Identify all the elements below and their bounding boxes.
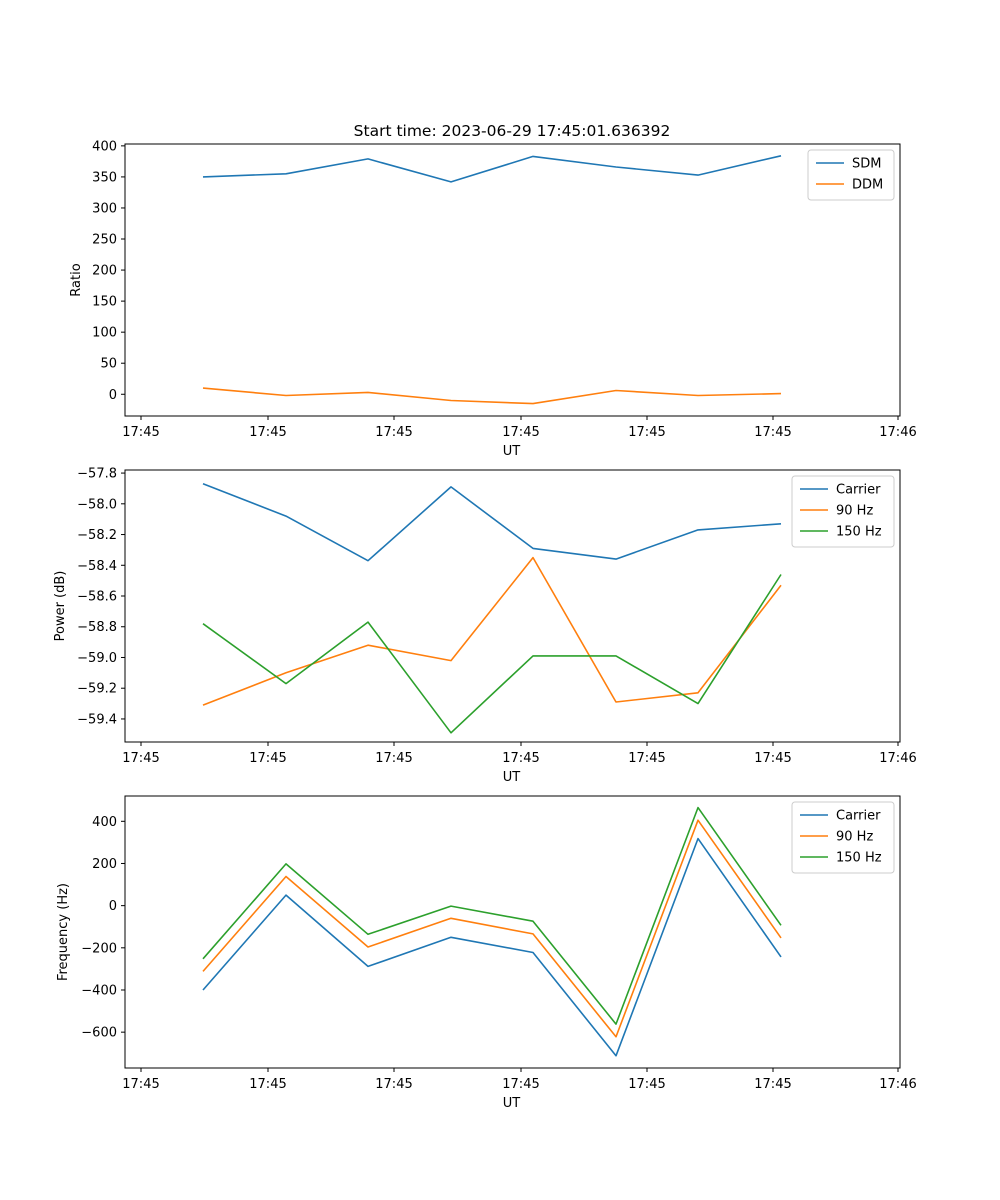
series-line-carrier bbox=[202, 483, 782, 562]
series-line-150-hz bbox=[202, 806, 782, 1025]
x-tick-label: 17:45 bbox=[122, 751, 159, 766]
legend-box bbox=[791, 475, 895, 548]
y-tick-label: −200 bbox=[81, 941, 117, 956]
y-tick-label: −600 bbox=[81, 1026, 117, 1041]
plot-frame bbox=[124, 143, 901, 417]
legend-entry: 90 Hz bbox=[836, 830, 873, 845]
x-tick-label: 17:45 bbox=[628, 1077, 665, 1092]
x-tick-label: 17:45 bbox=[754, 1077, 791, 1092]
y-tick-label: 0 bbox=[109, 388, 117, 403]
y-tick-label: 400 bbox=[92, 139, 117, 154]
series-line-90-hz bbox=[202, 556, 782, 706]
legend: Carrier 90 Hz 150 Hz bbox=[791, 475, 895, 548]
x-tick-label: 17:45 bbox=[249, 425, 286, 440]
x-tick-label: 17:45 bbox=[375, 751, 412, 766]
y-tick-label: 200 bbox=[92, 857, 117, 872]
y-tick-label: 0 bbox=[109, 899, 117, 914]
legend-entry: DDM bbox=[852, 178, 883, 193]
y-tick-label: 250 bbox=[92, 233, 117, 248]
series-line-sdm bbox=[202, 155, 782, 183]
x-tick-label: 17:45 bbox=[502, 1077, 539, 1092]
series-line-ddm bbox=[202, 387, 782, 405]
y-tick-label: −58.0 bbox=[77, 497, 117, 512]
x-tick-label: 17:45 bbox=[502, 751, 539, 766]
x-axis-label: UT bbox=[503, 444, 521, 459]
y-axis-label: Power (dB) bbox=[53, 571, 68, 642]
x-tick-label: 17:45 bbox=[502, 425, 539, 440]
y-tick-label: −57.8 bbox=[77, 467, 117, 482]
y-tick-label: 300 bbox=[92, 201, 117, 216]
x-tick-label: 17:45 bbox=[375, 425, 412, 440]
figure-title: Start time: 2023-06-29 17:45:01.636392 bbox=[354, 122, 671, 140]
y-tick-label: 400 bbox=[92, 815, 117, 830]
y-tick-label: −58.2 bbox=[77, 528, 117, 543]
y-tick-label: −59.4 bbox=[77, 712, 117, 727]
y-tick-label: 50 bbox=[100, 357, 117, 372]
plot-frame bbox=[124, 795, 901, 1069]
legend-box bbox=[791, 801, 895, 874]
panel-3: 17:45 17:45 17:45 17:45 17:45 17:45 17:46 400 20… bbox=[56, 795, 917, 1111]
panel-2: 17:45 17:45 17:45 17:45 17:45 17:45 17:46 −57.8… bbox=[53, 467, 917, 785]
legend-entry: 150 Hz bbox=[836, 525, 882, 540]
x-tick-label: 17:45 bbox=[754, 425, 791, 440]
x-tick-label: 17:45 bbox=[375, 1077, 412, 1092]
legend-entry: 90 Hz bbox=[836, 504, 873, 519]
x-tick-label: 17:45 bbox=[249, 751, 286, 766]
y-tick-label: −58.4 bbox=[77, 559, 117, 574]
legend-entry: Carrier bbox=[836, 483, 881, 498]
legend-entry: 150 Hz bbox=[836, 851, 882, 866]
x-tick-label: 17:45 bbox=[628, 751, 665, 766]
y-tick-label: −59.0 bbox=[77, 651, 117, 666]
y-tick-label: −58.6 bbox=[77, 590, 117, 605]
panels: 17:45 17:45 17:45 17:45 17:45 17:45 17:46 0 50 10… bbox=[53, 139, 917, 1111]
legend-entry: Carrier bbox=[836, 809, 881, 824]
y-tick-label: 350 bbox=[92, 170, 117, 185]
y-axis-label: Frequency (Hz) bbox=[56, 883, 71, 981]
y-tick-label: 150 bbox=[92, 295, 117, 310]
x-tick-label: 17:45 bbox=[754, 751, 791, 766]
y-axis-label: Ratio bbox=[69, 263, 84, 296]
y-tick-label: −400 bbox=[81, 983, 117, 998]
x-axis-label: UT bbox=[503, 770, 521, 785]
x-tick-label: 17:45 bbox=[249, 1077, 286, 1092]
series-line-150-hz bbox=[202, 574, 782, 734]
y-tick-label: −58.8 bbox=[77, 620, 117, 635]
y-tick-label: 200 bbox=[92, 264, 117, 279]
legend: SDM DDM bbox=[807, 149, 895, 201]
panel-1: 17:45 17:45 17:45 17:45 17:45 17:45 17:46 0 50 10… bbox=[69, 139, 917, 459]
plot-frame bbox=[124, 469, 901, 743]
series-line-90-hz bbox=[202, 819, 782, 1038]
x-axis-label: UT bbox=[503, 1096, 521, 1111]
legend-entry: SDM bbox=[852, 157, 881, 172]
y-tick-label: 100 bbox=[92, 326, 117, 341]
x-tick-label: 17:46 bbox=[879, 751, 916, 766]
legend: Carrier 90 Hz 150 Hz bbox=[791, 801, 895, 874]
y-tick-label: −59.2 bbox=[77, 682, 117, 697]
x-tick-label: 17:46 bbox=[879, 1077, 916, 1092]
x-tick-label: 17:45 bbox=[628, 425, 665, 440]
series-line-carrier bbox=[202, 837, 782, 1057]
x-tick-label: 17:45 bbox=[122, 1077, 159, 1092]
x-tick-label: 17:45 bbox=[122, 425, 159, 440]
x-tick-label: 17:46 bbox=[879, 425, 916, 440]
